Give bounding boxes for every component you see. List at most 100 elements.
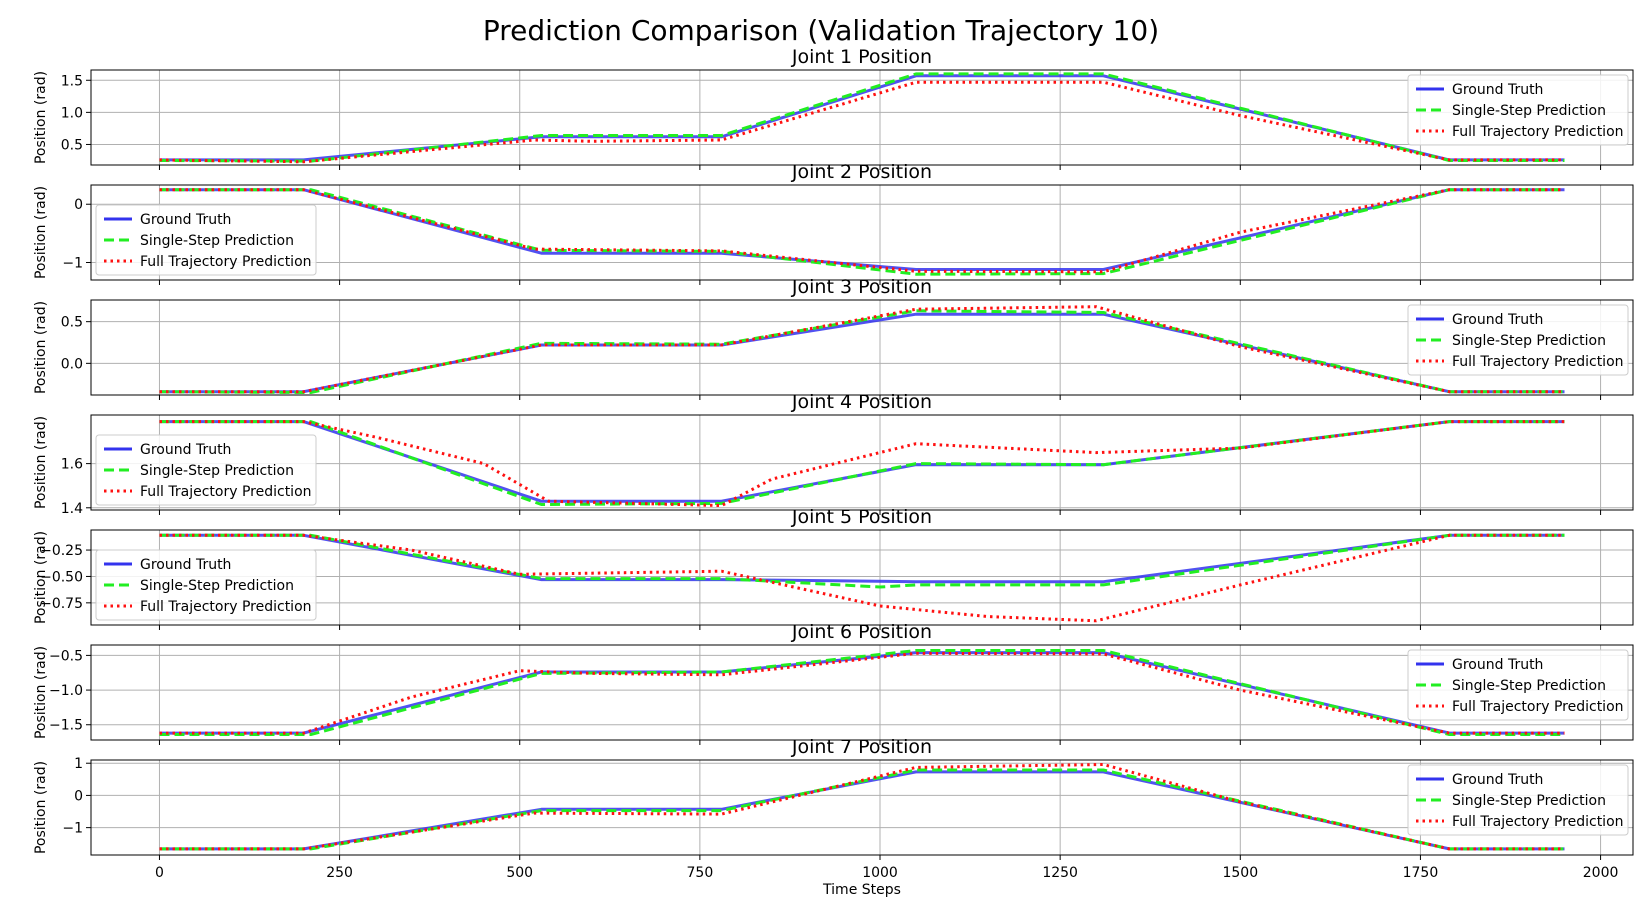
plot-frame	[90, 69, 1634, 166]
x-tick-label: 0	[155, 865, 164, 881]
series-line-full-trajectory-prediction	[159, 533, 1565, 623]
legend-box	[1407, 649, 1629, 721]
legend-label: Full Trajectory Prediction	[1452, 124, 1624, 140]
series-line-ground-truth	[159, 188, 1565, 271]
legend-box	[1407, 304, 1629, 376]
plot-frame	[90, 184, 1634, 281]
series-line-single-step-prediction	[159, 420, 1565, 506]
series-group	[159, 420, 1565, 508]
legend-label: Full Trajectory Prediction	[1452, 699, 1624, 715]
subplot-title: Joint 4 Position	[791, 391, 932, 413]
plot-frame	[90, 644, 1634, 741]
x-axis-label: Time Steps	[822, 882, 901, 898]
y-tick-label: −1	[62, 821, 83, 837]
y-tick-label: −0.25	[40, 543, 83, 559]
subplot-title: Joint 5 Position	[791, 506, 932, 528]
y-tick-label: 0	[74, 788, 83, 804]
legend-label: Ground Truth	[1452, 312, 1543, 328]
plot-frame	[90, 299, 1634, 396]
legend-label: Ground Truth	[140, 212, 231, 228]
legend: Ground Truth Single-Step Prediction Full T…	[1407, 649, 1629, 721]
legend-label: Ground Truth	[140, 557, 231, 573]
y-tick-label: 0.5	[61, 315, 83, 331]
subplot-joint-5: −0.25 −0.50 −0.75 Joint 5 Position Position …	[33, 506, 1634, 630]
y-tick-label: −0.50	[40, 569, 83, 585]
y-tick-label: 1.4	[61, 501, 83, 517]
x-tick-label: 1500	[1222, 865, 1258, 881]
series-group	[159, 649, 1565, 736]
series-line-full-trajectory-prediction	[159, 420, 1565, 508]
legend-label: Single-Step Prediction	[1452, 333, 1606, 349]
subplot-joint-4: 1.6 1.4 Joint 4 Position Position (rad) Grou…	[33, 391, 1634, 517]
legend-label: Full Trajectory Prediction	[140, 254, 312, 270]
y-tick-label: 0.0	[61, 356, 83, 372]
legend: Ground Truth Single-Step Prediction Full T…	[95, 434, 317, 506]
x-tick-label: 250	[326, 865, 353, 881]
subplot-joint-1: 0.5 1.0 1.5 Joint 1 Position Position (rad) G…	[33, 46, 1634, 170]
subplot-title: Joint 6 Position	[791, 621, 932, 643]
legend-box	[95, 549, 317, 621]
series-line-single-step-prediction	[159, 72, 1565, 163]
series-line-full-trajectory-prediction	[159, 188, 1565, 274]
y-tick-label: 1.6	[61, 457, 83, 473]
series-group	[159, 533, 1565, 623]
x-tick-label: 750	[687, 865, 714, 881]
legend-label: Ground Truth	[1452, 772, 1543, 788]
y-tick-label: −1.0	[49, 683, 83, 699]
legend-label: Full Trajectory Prediction	[1452, 814, 1624, 830]
legend-label: Ground Truth	[140, 442, 231, 458]
y-axis-label: Position (rad)	[33, 186, 49, 279]
series-line-ground-truth	[159, 74, 1565, 162]
legend-label: Single-Step Prediction	[1452, 793, 1606, 809]
y-tick-label: −0.5	[49, 648, 83, 664]
series-line-ground-truth	[159, 651, 1565, 735]
y-tick-label: −1	[62, 256, 83, 272]
y-axis-label: Position (rad)	[33, 646, 49, 739]
legend-box	[95, 434, 317, 506]
series-group	[159, 305, 1565, 394]
series-line-single-step-prediction	[159, 188, 1565, 276]
x-tick-label: 1000	[862, 865, 898, 881]
series-line-single-step-prediction	[159, 533, 1565, 589]
y-tick-label: 0	[74, 197, 83, 213]
legend-label: Single-Step Prediction	[1452, 103, 1606, 119]
legend-label: Single-Step Prediction	[140, 233, 294, 249]
legend: Ground Truth Single-Step Prediction Full T…	[95, 549, 317, 621]
series-line-full-trajectory-prediction	[159, 80, 1565, 164]
subplot-title: Joint 1 Position	[791, 46, 932, 68]
x-tick-label: 1250	[1042, 865, 1078, 881]
series-group	[159, 188, 1565, 276]
subplot-joint-3: 0.5 0.0 Joint 3 Position Position (rad) Grou…	[33, 276, 1634, 400]
subplot-joint-2: 0 −1 Joint 2 Position Position (rad) Ground …	[33, 161, 1634, 285]
legend: Ground Truth Single-Step Prediction Full T…	[1407, 764, 1629, 836]
x-tick-label: 500	[506, 865, 533, 881]
legend-label: Ground Truth	[1452, 657, 1543, 673]
legend-label: Ground Truth	[1452, 82, 1543, 98]
legend-label: Single-Step Prediction	[140, 578, 294, 594]
series-line-full-trajectory-prediction	[159, 651, 1565, 735]
legend-label: Single-Step Prediction	[1452, 678, 1606, 694]
plot-frame	[90, 414, 1634, 511]
y-axis-label: Position (rad)	[33, 71, 49, 164]
y-axis-label: Position (rad)	[33, 301, 49, 394]
y-tick-label: −0.75	[40, 596, 83, 612]
plot-frame	[90, 529, 1634, 626]
series-line-ground-truth	[159, 770, 1565, 851]
y-axis-label: Position (rad)	[33, 416, 49, 509]
legend-label: Full Trajectory Prediction	[140, 484, 312, 500]
y-axis-label: Position (rad)	[33, 531, 49, 624]
figure-title: Prediction Comparison (Validation Trajec…	[483, 14, 1159, 47]
subplot-joint-6: −0.5 −1.0 −1.5 Joint 6 Position Position (ra…	[33, 621, 1634, 745]
legend: Ground Truth Single-Step Prediction Full T…	[95, 204, 317, 276]
series-line-full-trajectory-prediction	[159, 763, 1565, 851]
legend-box	[95, 204, 317, 276]
y-tick-label: 1.5	[61, 73, 83, 89]
y-tick-label: 0.5	[61, 137, 83, 153]
x-axis: 0 250 500 750 1000 1250 1500 1750 2000	[155, 865, 1618, 881]
subplot-title: Joint 2 Position	[791, 161, 932, 183]
plot-frame	[90, 759, 1634, 856]
subplot-joint-7: 1 0 −1 Joint 7 Position Position (rad) Ground…	[33, 736, 1634, 860]
y-tick-label: 1	[74, 756, 83, 772]
subplots: 0.5 1.0 1.5 Joint 1 Position Position (rad) G…	[33, 46, 1634, 860]
y-tick-label: 1.0	[61, 105, 83, 121]
